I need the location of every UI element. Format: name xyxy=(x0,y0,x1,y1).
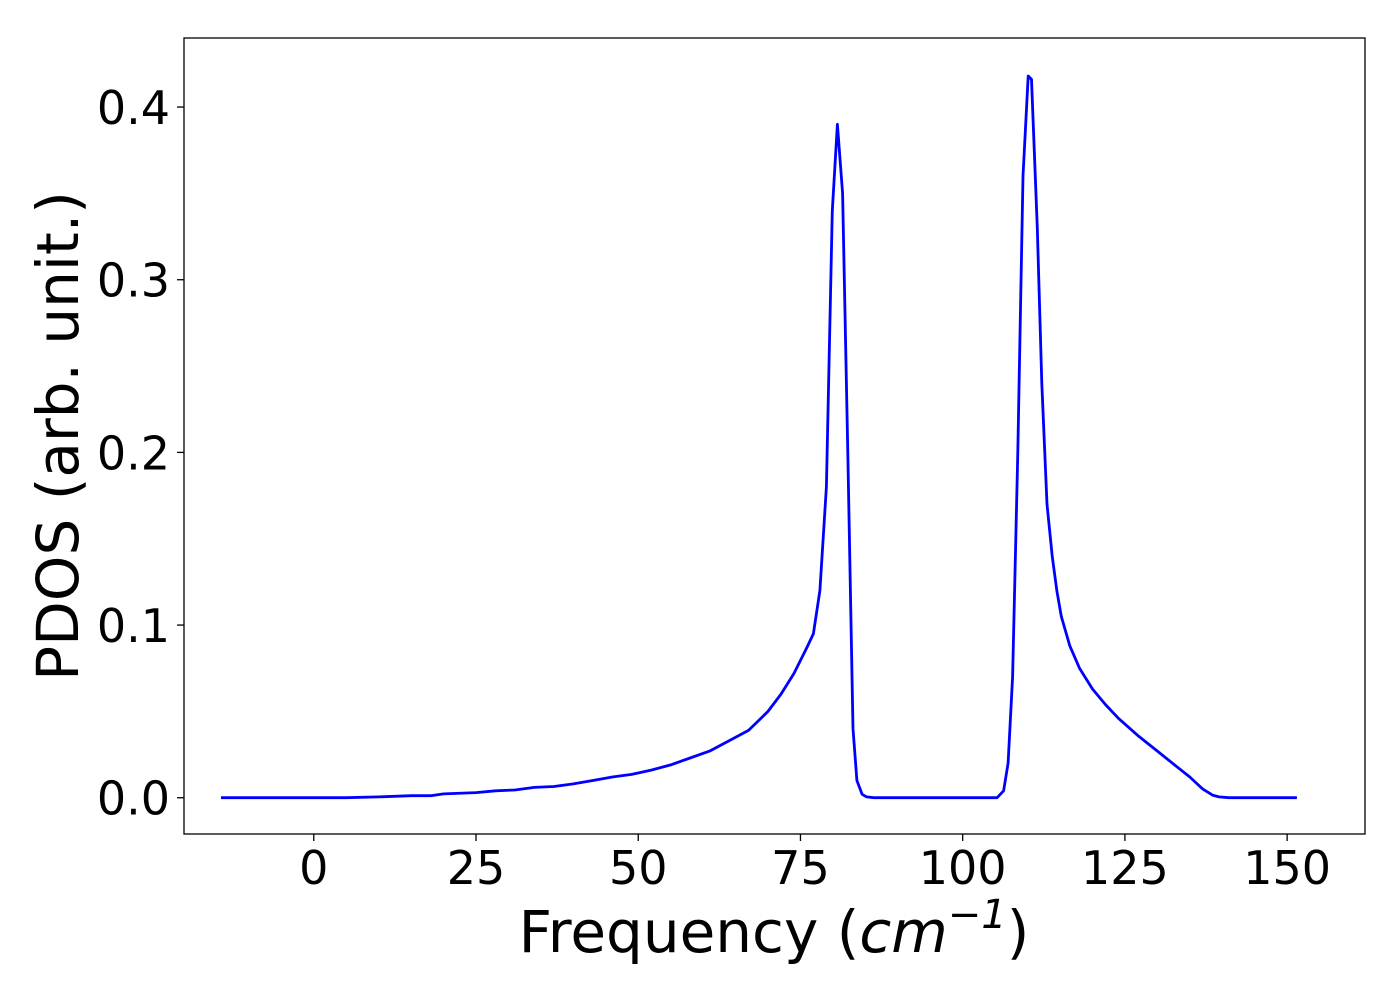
x-tick-label: 25 xyxy=(447,841,506,895)
plot-area xyxy=(184,38,1365,834)
y-tick-label: 0.1 xyxy=(97,599,170,653)
x-tick-label: 0 xyxy=(299,841,328,895)
x-tick-label: 100 xyxy=(919,841,1007,895)
x-axis-label: Frequency (cm−1) xyxy=(519,892,1030,966)
x-tick-label: 50 xyxy=(609,841,668,895)
x-axis-label-open-paren: ( xyxy=(818,898,859,966)
x-tick-label: 125 xyxy=(1081,841,1169,895)
x-axis-label-text: Frequency xyxy=(519,898,819,966)
x-axis-ticks: 0 25 50 75 100 125 150 xyxy=(299,834,1331,895)
x-axis-label-unit: cm xyxy=(859,898,947,966)
y-tick-label: 0.0 xyxy=(97,772,170,826)
x-axis-label-close-paren: ) xyxy=(1007,898,1030,966)
y-axis-label: PDOS (arb. unit.) xyxy=(24,191,92,681)
y-tick-label: 0.4 xyxy=(97,81,170,135)
y-tick-label: 0.3 xyxy=(97,254,170,308)
x-tick-label: 75 xyxy=(771,841,830,895)
x-tick-label: 150 xyxy=(1243,841,1331,895)
y-tick-label: 0.2 xyxy=(97,426,170,480)
pdos-series-line xyxy=(221,74,1297,800)
y-axis-ticks: 0.0 0.1 0.2 0.3 0.4 xyxy=(97,81,184,826)
plot-frame xyxy=(183,37,1366,835)
x-axis-label-unit-exponent: −1 xyxy=(948,892,1007,938)
